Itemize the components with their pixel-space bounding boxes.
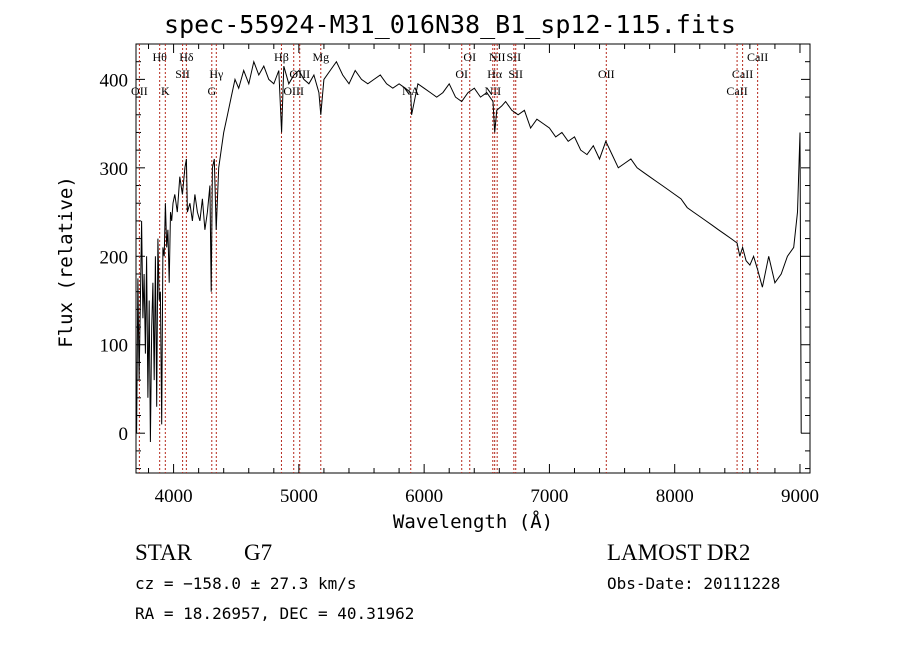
y-tick-label: 400	[100, 70, 129, 91]
y-tick-label: 100	[100, 336, 129, 357]
line-marker-label: G	[207, 84, 216, 98]
observation-date: Obs-Date: 20111228	[607, 574, 781, 593]
line-marker-label: CaII	[747, 50, 768, 64]
line-marker-label: Hβ	[274, 50, 289, 64]
line-marker-label: K	[161, 84, 170, 98]
x-tick-label: 4000	[155, 486, 193, 507]
line-marker-label: Mg	[312, 50, 329, 64]
line-marker-label: SII	[508, 67, 523, 81]
line-marker-label: Hα	[487, 67, 503, 81]
plot-frame	[135, 43, 811, 474]
line-marker-label: Hδ	[179, 50, 194, 64]
spectrum-line	[136, 59, 802, 443]
y-tick-label: 200	[100, 247, 129, 268]
chart-title: spec-55924-M31_016N38_B1_sp12-115.fits	[164, 10, 736, 39]
x-tick-label: 7000	[530, 486, 568, 507]
line-marker-label: OII	[598, 67, 615, 81]
object-subclass: G7	[244, 540, 273, 565]
redshift-velocity: cz = −158.0 ± 27.3 km/s	[135, 574, 357, 593]
survey-name: LAMOST DR2	[607, 540, 751, 565]
line-marker-label: Hθ	[152, 50, 167, 64]
x-tick-label: 5000	[280, 486, 318, 507]
x-axis-label: Wavelength (Å)	[392, 511, 554, 533]
object-class: STAR	[135, 540, 192, 565]
line-marker-label: OI	[463, 50, 476, 64]
line-marker-label: CaII	[732, 67, 753, 81]
y-axis-label: Flux (relative)	[55, 176, 77, 348]
line-marker-label: SII	[175, 67, 190, 81]
line-marker-label: OIII	[283, 84, 304, 98]
x-tick-label: 9000	[781, 486, 819, 507]
coordinates: RA = 18.26957, DEC = 40.31962	[135, 604, 415, 623]
y-tick-label: 300	[100, 159, 129, 180]
line-marker-label: NII	[489, 50, 506, 64]
x-tick-label: 8000	[656, 486, 694, 507]
line-marker-label: OII	[131, 84, 148, 98]
line-marker-label: CaII	[726, 84, 747, 98]
x-tick-label: 6000	[405, 486, 443, 507]
y-tick-label: 0	[119, 424, 129, 445]
line-marker-label: OI	[455, 67, 468, 81]
line-marker-label: Hγ	[209, 67, 224, 81]
line-marker-label: SII	[507, 50, 522, 64]
line-marker-label: OIII	[289, 67, 310, 81]
line-marker-label: NII	[484, 84, 501, 98]
